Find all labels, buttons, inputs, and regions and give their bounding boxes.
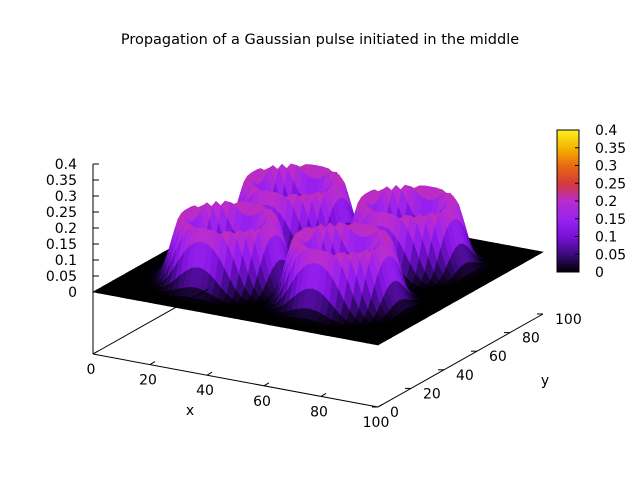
x-axis-label: x — [186, 403, 194, 419]
z-tick-label: 0.35 — [46, 173, 77, 189]
colorbar-tick-label: 0.15 — [595, 212, 626, 228]
x-tick-label: 0 — [87, 362, 96, 378]
floor-back-line — [92, 288, 209, 355]
x-tick-label: 80 — [310, 404, 328, 420]
y-tick-label: 40 — [456, 368, 474, 384]
x-tick-mark — [92, 350, 99, 355]
chart-title: Propagation of a Gaussian pulse initiate… — [121, 32, 519, 48]
colorbar-tick-label: 0.1 — [595, 230, 617, 246]
z-tick-label: 0.05 — [46, 269, 77, 285]
colorbar-tick-label: 0.35 — [595, 141, 626, 157]
axes: 02040608010002040608010000.050.10.150.20… — [46, 157, 582, 431]
y-tick-label: 100 — [555, 312, 582, 328]
x-tick-label: 40 — [196, 383, 214, 399]
y-tick-label: 20 — [423, 386, 441, 402]
z-tick-label: 0.25 — [46, 205, 77, 221]
colorbar-tick-label: 0.05 — [595, 247, 626, 263]
x-tick-label: 100 — [363, 415, 390, 431]
colorbar-tick-label: 0.3 — [595, 159, 617, 175]
colorbar-tick-label: 0.2 — [595, 194, 617, 210]
z-tick-label: 0.2 — [55, 221, 77, 237]
colorbar-tick-label: 0 — [595, 265, 604, 281]
x-axis-line — [92, 353, 379, 408]
z-tick-label: 0.15 — [46, 237, 77, 253]
surface — [92, 163, 544, 346]
x-tick-mark — [263, 382, 270, 387]
y-tick-label: 0 — [390, 405, 399, 421]
colorbar-tick-label: 0.25 — [595, 176, 626, 192]
colorbar-tick-label: 0.4 — [595, 123, 617, 139]
x-tick-label: 60 — [253, 394, 271, 410]
y-axis-label: y — [541, 373, 549, 389]
z-tick-label: 0 — [68, 285, 77, 301]
y-tick-label: 60 — [489, 349, 507, 365]
x-tick-mark — [206, 371, 213, 376]
colorbar: 0 0.050.1 0.15 0.2 0.250.3 0.35 0.4 — [556, 123, 626, 281]
x-tick-mark — [377, 403, 384, 408]
y-tick-label: 80 — [522, 331, 540, 347]
z-tick-label: 0.3 — [55, 189, 77, 205]
z-tick-label: 0.4 — [55, 157, 77, 173]
surface-patch — [371, 341, 383, 346]
x-tick-mark — [149, 361, 156, 366]
y-axis-line — [377, 313, 544, 408]
x-tick-mark — [320, 392, 327, 397]
x-tick-label: 20 — [139, 373, 157, 389]
colorbar-ticks: 0 0.050.1 0.15 0.2 0.250.3 0.35 0.4 — [575, 123, 626, 281]
z-tick-label: 0.1 — [55, 253, 77, 269]
